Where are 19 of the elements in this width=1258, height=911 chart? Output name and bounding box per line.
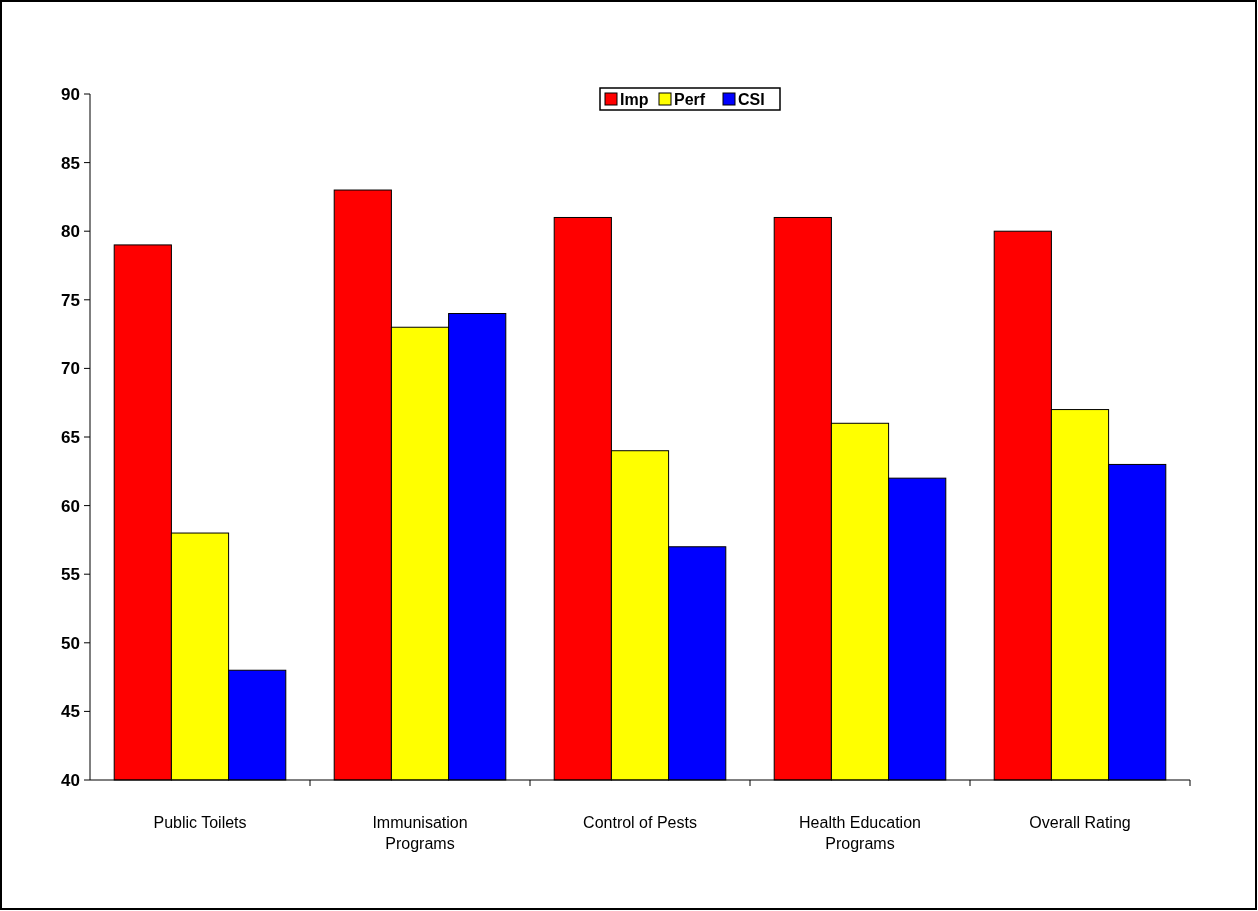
y-tick-label: 55 [61,565,80,585]
legend-label: Perf [674,90,706,108]
x-tick-label: Health Education Programs [799,814,921,852]
x-tick-label: Overall Rating [1029,814,1131,831]
y-tick-label: 80 [61,222,80,242]
y-tick-label: 50 [61,633,80,653]
y-tick-label: 75 [61,290,80,310]
x-tick-label: Public Toilets [153,814,247,831]
y-tick-label: 90 [61,84,80,104]
y-tick-label: 65 [61,427,80,447]
y-tick-label: 45 [61,702,80,722]
x-tick-label: Immunisation Programs [372,814,468,852]
y-tick-label: 60 [61,496,80,516]
legend-label: Imp [620,90,649,108]
x-tick-label: Control of Pests [583,814,697,831]
legend-label: CSI [738,90,765,108]
y-tick-label: 85 [61,153,80,173]
y-tick-label: 40 [61,770,80,790]
y-tick-label: 70 [61,359,80,379]
